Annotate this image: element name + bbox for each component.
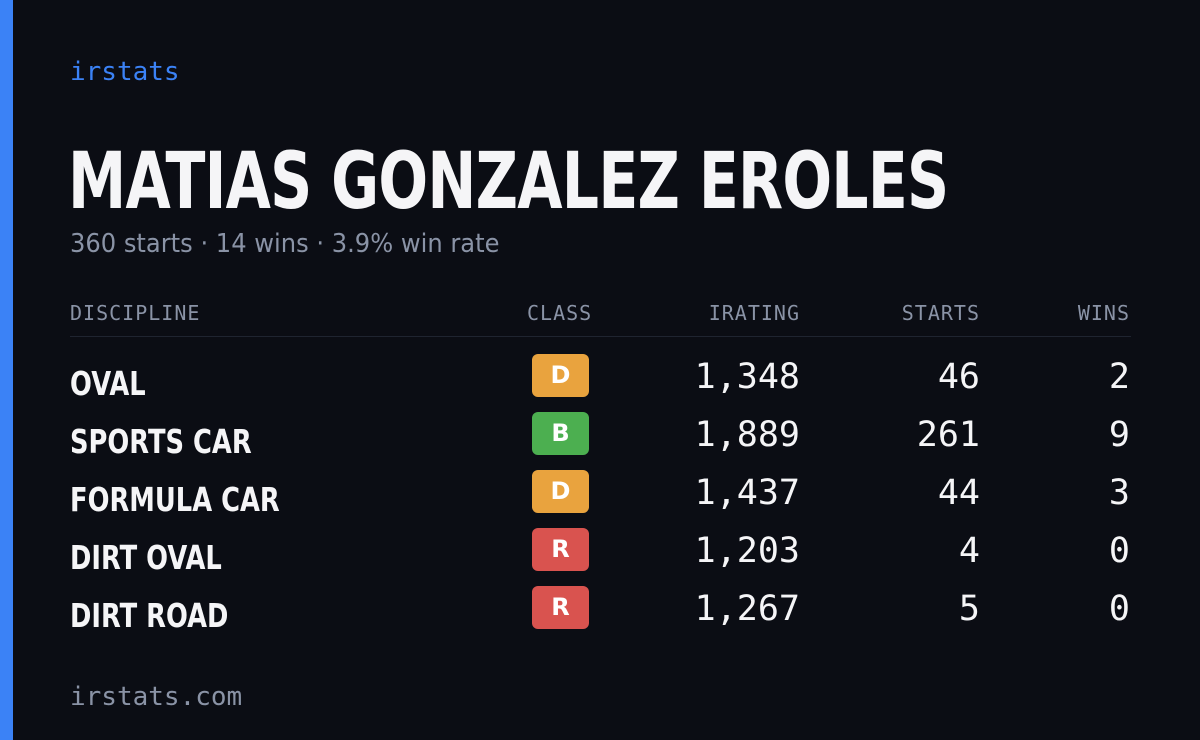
brand-logo[interactable]: irstats	[70, 57, 180, 87]
wins-value: 2	[1108, 357, 1130, 397]
wins-value: 0	[1108, 589, 1130, 629]
irating-value: 1,203	[694, 531, 800, 571]
driver-summary: 360 starts · 14 wins · 3.9% win rate	[70, 229, 500, 259]
irating-value: 1,437	[694, 473, 800, 513]
table-row: FORMULA CAR D 1,437 44 3	[0, 470, 1200, 528]
irating-value: 1,348	[694, 357, 800, 397]
class-badge: D	[532, 354, 589, 397]
class-badge: R	[532, 528, 589, 571]
starts-value: 44	[937, 473, 980, 513]
table-row: SPORTS CAR B 1,889 261 9	[0, 412, 1200, 470]
header-starts: STARTS	[901, 301, 980, 325]
header-irating: IRATING	[708, 301, 800, 325]
class-badge: B	[532, 412, 589, 455]
header-discipline: DISCIPLINE	[70, 301, 201, 325]
table-row: DIRT OVAL R 1,203 4 0	[0, 528, 1200, 586]
starts-value: 46	[937, 357, 980, 397]
discipline-label: OVAL	[70, 364, 146, 403]
discipline-label: DIRT ROAD	[70, 596, 229, 635]
accent-bar	[0, 0, 13, 740]
wins-value: 0	[1108, 531, 1130, 571]
driver-name: MATIAS GONZALEZ EROLES	[68, 137, 949, 227]
discipline-label: DIRT OVAL	[70, 538, 222, 577]
header-wins: WINS	[1077, 301, 1130, 325]
footer-url[interactable]: irstats.com	[70, 682, 243, 712]
discipline-label: SPORTS CAR	[70, 422, 252, 461]
irating-value: 1,267	[694, 589, 800, 629]
table-row: OVAL D 1,348 46 2	[0, 354, 1200, 412]
starts-value: 5	[958, 589, 980, 629]
wins-value: 3	[1108, 473, 1130, 513]
discipline-label: FORMULA CAR	[70, 480, 280, 519]
starts-value: 261	[916, 415, 980, 455]
table-row: DIRT ROAD R 1,267 5 0	[0, 586, 1200, 644]
class-badge: R	[532, 586, 589, 629]
header-class: CLASS	[527, 301, 593, 325]
header-divider	[70, 336, 1131, 337]
irating-value: 1,889	[694, 415, 800, 455]
wins-value: 9	[1108, 415, 1130, 455]
starts-value: 4	[958, 531, 980, 571]
class-badge: D	[532, 470, 589, 513]
